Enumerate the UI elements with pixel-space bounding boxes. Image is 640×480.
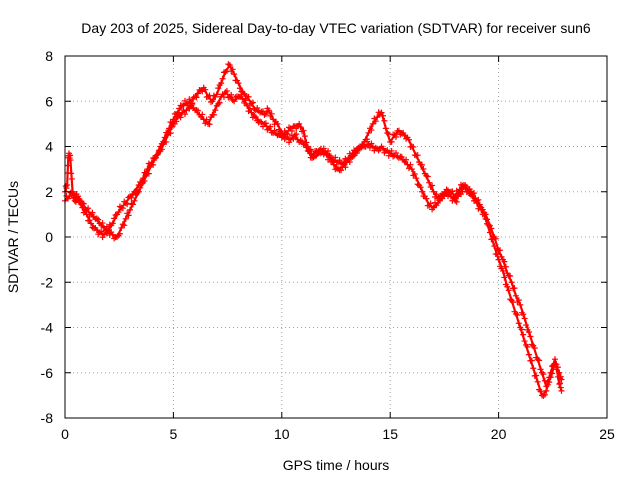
y-axis-label: SDTVAR / TECUs (5, 181, 21, 293)
data-point (332, 154, 339, 161)
data-series (62, 61, 565, 399)
y-tick-label: 2 (45, 184, 53, 200)
y-tick-label: -4 (41, 320, 54, 336)
series-trace (64, 91, 563, 397)
data-point (446, 189, 453, 196)
axis-ticks: 0 5 10 15 20 25 -8 -6 -4 -2 0 2 4 6 8 (41, 48, 615, 442)
y-tick-label: 0 (45, 229, 53, 245)
y-tick-label: -2 (41, 274, 54, 290)
grid-lines (65, 56, 607, 418)
y-tick-label: 8 (45, 48, 53, 64)
x-tick-label: 0 (61, 426, 69, 442)
data-point (392, 150, 399, 157)
chart-title: Day 203 of 2025, Sidereal Day-to-day VTE… (81, 20, 591, 36)
y-tick-label: -6 (41, 365, 54, 381)
x-tick-label: 20 (491, 426, 507, 442)
x-tick-label: 10 (274, 426, 290, 442)
y-tick-label: 4 (45, 139, 53, 155)
x-tick-label: 25 (599, 426, 615, 442)
x-tick-label: 5 (170, 426, 178, 442)
series-SDTVAR (62, 61, 565, 390)
data-point (288, 128, 295, 135)
y-tick-label: 6 (45, 93, 53, 109)
x-tick-label: 15 (382, 426, 398, 442)
series-SDTVAR-lower-band (62, 87, 565, 399)
y-tick-label: -8 (41, 410, 54, 426)
x-axis-label: GPS time / hours (283, 457, 390, 473)
